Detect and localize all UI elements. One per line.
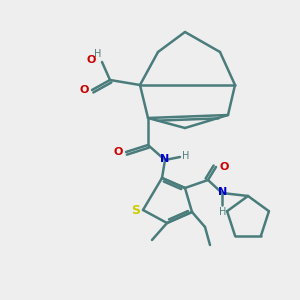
- Text: N: N: [218, 187, 228, 197]
- Text: H: H: [219, 207, 227, 217]
- Text: O: O: [86, 55, 96, 65]
- Text: O: O: [219, 162, 229, 172]
- Text: O: O: [79, 85, 89, 95]
- Text: N: N: [160, 154, 169, 164]
- Text: H: H: [182, 151, 190, 161]
- Text: O: O: [113, 147, 123, 157]
- Text: S: S: [131, 205, 140, 218]
- Text: H: H: [94, 49, 102, 59]
